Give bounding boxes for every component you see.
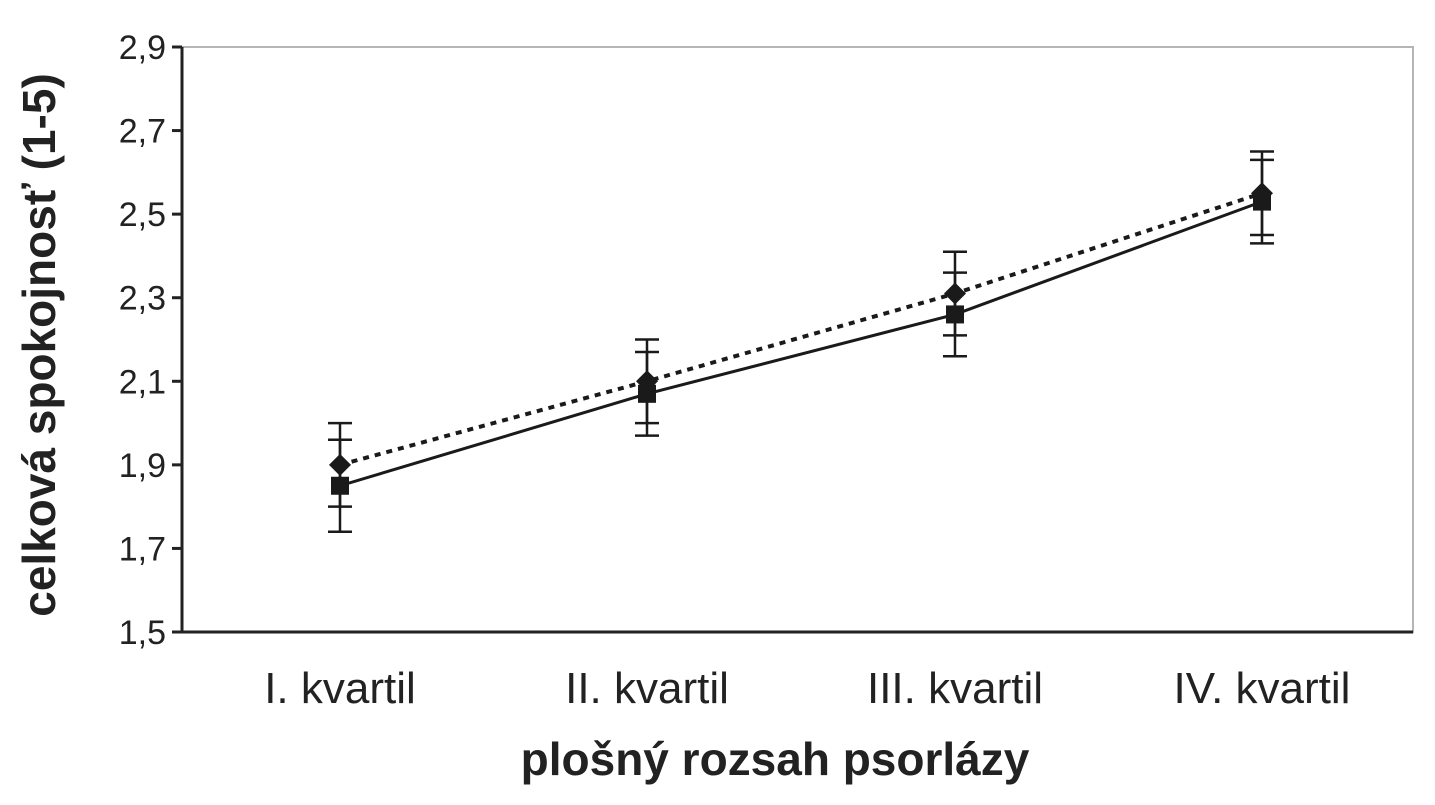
series-line xyxy=(339,200,1263,488)
y-axis-title: celková spokojnosť (1-5) xyxy=(13,73,65,617)
y-tick-label: 1,7 xyxy=(119,530,166,568)
y-tick-label: 2,1 xyxy=(119,363,166,401)
series-2 xyxy=(328,150,1274,508)
x-tick-label: I. kvartil xyxy=(264,664,416,713)
x-tick-label: II. kvartil xyxy=(565,664,729,713)
plot-border xyxy=(181,46,1414,633)
series-line xyxy=(339,191,1263,467)
data-point-diamond xyxy=(329,453,351,476)
x-axis-title: plošný rozsah psorlázy xyxy=(521,733,1030,785)
data-point-diamond xyxy=(636,370,658,393)
data-point-diamond xyxy=(1251,182,1273,205)
plot-area xyxy=(181,46,1414,633)
y-tick-label: 1,5 xyxy=(119,614,166,652)
x-tick-label: IV. kvartil xyxy=(1174,664,1351,713)
x-axis: I. kvartil II. kvartil III. kvartil IV. kva… xyxy=(182,630,1413,713)
y-tick-label: 2,9 xyxy=(119,29,166,67)
y-tick-label: 2,7 xyxy=(119,113,166,151)
series-1 xyxy=(328,158,1274,533)
y-axis: 1,5 1,7 1,9 2,1 2,3 2,5 2,7 2,9 xyxy=(119,29,184,652)
x-tick-label: III. kvartil xyxy=(867,664,1043,713)
data-point-diamond xyxy=(944,282,966,305)
y-tick-label: 2,3 xyxy=(119,280,166,318)
series-layer xyxy=(328,150,1274,533)
y-tick-label: 2,5 xyxy=(119,196,166,234)
y-tick-label: 1,9 xyxy=(119,447,166,485)
